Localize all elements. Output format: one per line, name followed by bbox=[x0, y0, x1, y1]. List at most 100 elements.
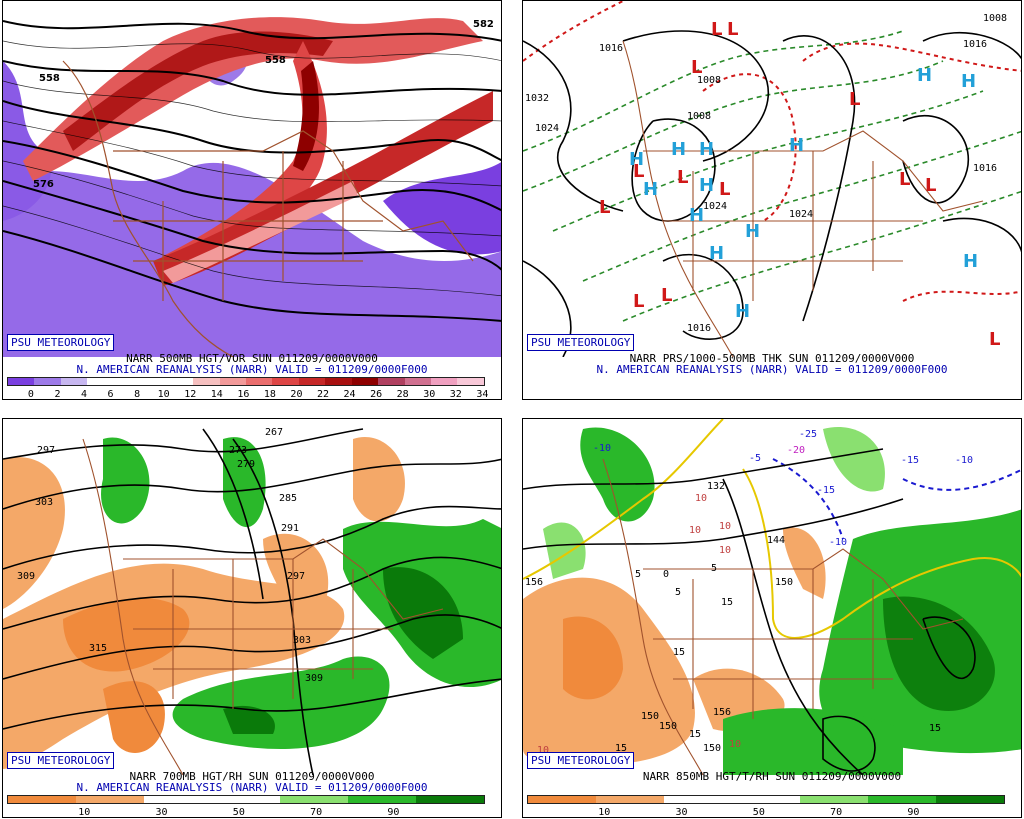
legend-swatch bbox=[378, 378, 405, 385]
psu-meteorology-badge: PSU METEOROLOGY bbox=[7, 334, 115, 351]
temperature-label: -15 bbox=[817, 485, 835, 496]
color-legend-bar bbox=[7, 377, 485, 386]
high-pressure-symbol: H bbox=[709, 243, 724, 264]
isobar-label: 1024 bbox=[703, 201, 727, 212]
map-thickness: L L L L L L L L L L L L L H H H H H H H … bbox=[523, 1, 1021, 357]
legend-tick-label: 4 bbox=[80, 389, 88, 400]
height-label: 156 bbox=[713, 707, 731, 718]
legend-tick-label: 30 bbox=[675, 807, 688, 818]
legend-tick-label: 2 bbox=[54, 389, 61, 400]
legend-swatch bbox=[166, 378, 194, 385]
isobar-label: 1008 bbox=[697, 75, 721, 86]
legend-swatch bbox=[219, 378, 246, 385]
legend-swatch bbox=[351, 378, 379, 385]
isobar-label: 1016 bbox=[599, 43, 623, 54]
legend-swatch bbox=[416, 796, 484, 803]
legend-swatch bbox=[431, 378, 458, 385]
legend-tick-label: 28 bbox=[396, 389, 409, 400]
low-pressure-symbol: L bbox=[899, 169, 910, 190]
legend-tick-label: 50 bbox=[232, 807, 245, 818]
temperature-label: 15 bbox=[721, 597, 733, 608]
temperature-label: 10 bbox=[719, 521, 731, 532]
isobar-label: 1024 bbox=[789, 209, 813, 220]
color-legend-ticks: 10 30 50 70 90 bbox=[527, 807, 1005, 818]
legend-tick-label: 14 bbox=[210, 389, 223, 400]
legend-tick-label: 30 bbox=[155, 807, 168, 818]
legend-tick-label: 18 bbox=[263, 389, 276, 400]
contour-label: 285 bbox=[279, 493, 297, 504]
contour-label: 279 bbox=[237, 459, 255, 470]
map-850mb: -10 -5 -20 -25 -15 -15 -10 -10 10 10 10 … bbox=[523, 419, 1021, 775]
legend-tick-label: 10 bbox=[78, 807, 91, 818]
legend-tick-label: 8 bbox=[134, 389, 141, 400]
height-label: 156 bbox=[525, 577, 543, 588]
legend-tick-label: 30 bbox=[423, 389, 436, 400]
contour-label: 267 bbox=[265, 427, 283, 438]
contour-label: 315 bbox=[89, 643, 107, 654]
legend-swatch bbox=[348, 796, 416, 803]
high-pressure-symbol: H bbox=[917, 65, 932, 86]
legend-tick-label: 24 bbox=[343, 389, 356, 400]
panel-850mb-rh: -10 -5 -20 -25 -15 -15 -10 -10 10 10 10 … bbox=[522, 418, 1022, 818]
contour-label: 309 bbox=[305, 673, 323, 684]
temperature-label: 10 bbox=[695, 493, 707, 504]
low-pressure-symbol: L bbox=[989, 329, 1000, 350]
color-legend-ticks: 10 30 50 70 90 bbox=[7, 807, 485, 818]
legend-tick-label: 20 bbox=[290, 389, 303, 400]
legend-swatch bbox=[936, 796, 1004, 803]
legend-tick-label: 26 bbox=[370, 389, 383, 400]
height-label: 150 bbox=[775, 577, 793, 588]
legend-swatch bbox=[87, 378, 114, 385]
color-legend-ticks: 0 2 4 6 8 10 12 14 16 18 20 22 24 26 28 30 32 34 bbox=[7, 389, 488, 400]
legend-swatch bbox=[325, 378, 352, 385]
legend-swatch bbox=[457, 378, 484, 385]
low-pressure-symbol: L bbox=[661, 285, 672, 306]
temperature-label: 10 bbox=[719, 545, 731, 556]
high-pressure-symbol: H bbox=[963, 251, 978, 272]
temperature-label: -10 bbox=[829, 537, 847, 548]
temperature-label: 10 bbox=[537, 745, 549, 756]
legend-swatch bbox=[76, 796, 144, 803]
contour-label: 309 bbox=[17, 571, 35, 582]
high-pressure-symbol: H bbox=[789, 135, 804, 156]
color-legend-bar bbox=[527, 795, 1005, 804]
legend-swatch bbox=[868, 796, 936, 803]
contour-label: 297 bbox=[37, 445, 55, 456]
low-pressure-symbol: L bbox=[691, 57, 702, 78]
temperature-label: 5 bbox=[675, 587, 681, 598]
legend-swatch bbox=[60, 378, 88, 385]
temperature-label: -5 bbox=[749, 453, 761, 464]
temperature-label: -25 bbox=[799, 429, 817, 440]
legend-swatch bbox=[664, 796, 732, 803]
panel-500mb-vorticity: 558 576 558 582 PSU METEOROLOGY NARR 500… bbox=[2, 0, 502, 400]
legend-tick-label: 16 bbox=[237, 389, 250, 400]
panel-caption-valid: N. AMERICAN REANALYSIS (NARR) VALID = 01… bbox=[596, 363, 948, 376]
panel-caption-title: NARR 700MB HGT/RH SUN 011209/0000V000 bbox=[129, 770, 375, 783]
temperature-label: -15 bbox=[901, 455, 919, 466]
legend-tick-label: 10 bbox=[598, 807, 611, 818]
legend-swatch bbox=[298, 378, 326, 385]
temperature-label: 10 bbox=[729, 739, 741, 750]
panel-caption-title: NARR PRS/1000-500MB THK SUN 011209/0000V… bbox=[629, 352, 915, 365]
height-label: 150 bbox=[703, 743, 721, 754]
legend-swatch bbox=[732, 796, 800, 803]
legend-tick-label: 6 bbox=[107, 389, 114, 400]
legend-swatch bbox=[8, 796, 76, 803]
contour-label: 576 bbox=[33, 179, 54, 190]
low-pressure-symbol: L bbox=[849, 89, 860, 110]
legend-swatch bbox=[280, 796, 348, 803]
isobar-label: 1032 bbox=[525, 93, 549, 104]
contour-label: 297 bbox=[287, 571, 305, 582]
psu-meteorology-badge: PSU METEOROLOGY bbox=[7, 752, 115, 769]
temperature-label: 5 bbox=[711, 563, 717, 574]
temperature-label: 15 bbox=[929, 723, 941, 734]
temperature-label: 0 bbox=[663, 569, 669, 580]
temperature-label: -20 bbox=[787, 445, 805, 456]
legend-swatch bbox=[193, 378, 220, 385]
contour-label: 558 bbox=[265, 55, 286, 66]
low-pressure-symbol: L bbox=[711, 19, 722, 40]
height-label: 150 bbox=[641, 711, 659, 722]
temperature-label: -10 bbox=[955, 455, 973, 466]
high-pressure-symbol: H bbox=[699, 139, 714, 160]
legend-tick-label: 70 bbox=[310, 807, 323, 818]
